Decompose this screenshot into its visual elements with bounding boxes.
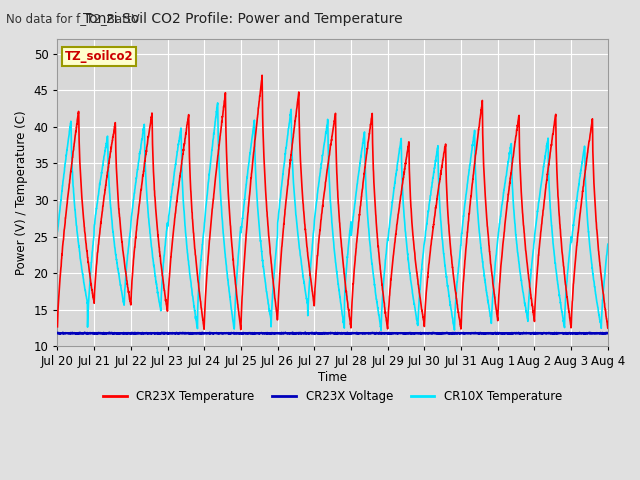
- Text: TZ_soilco2: TZ_soilco2: [65, 50, 133, 63]
- Text: Tonzi Soil CO2 Profile: Power and Temperature: Tonzi Soil CO2 Profile: Power and Temper…: [83, 12, 403, 26]
- Text: No data for f_T2_BattV: No data for f_T2_BattV: [6, 12, 140, 25]
- X-axis label: Time: Time: [318, 371, 347, 384]
- Legend: CR23X Temperature, CR23X Voltage, CR10X Temperature: CR23X Temperature, CR23X Voltage, CR10X …: [99, 385, 566, 408]
- Y-axis label: Power (V) / Temperature (C): Power (V) / Temperature (C): [15, 110, 28, 275]
